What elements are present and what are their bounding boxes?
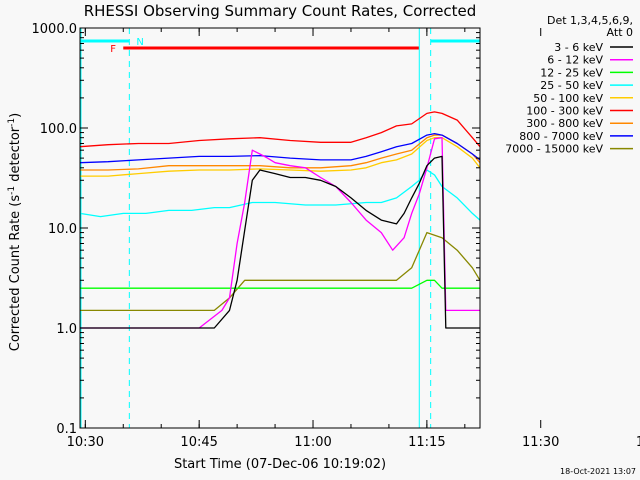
x-tick-label-2: 11:00 (294, 435, 331, 450)
x-tick-label-4: 11:30 (522, 435, 559, 450)
y-label-part-3: ) (8, 113, 23, 118)
y-tick-label-3: 100.0 (40, 122, 77, 137)
y-label-sup-2: -1 (7, 118, 17, 127)
y-axis: 0.1 1.0 10.0 100.0 1000.0 (32, 22, 480, 437)
flare-label: F (110, 44, 116, 55)
x-tick-label-3: 11:15 (408, 435, 445, 450)
legend-label-5: 100 - 300 keV (526, 105, 603, 118)
y-label-part-1: Corrected Count Rate (s (8, 195, 23, 352)
legend-label-0: 3 - 6 keV (554, 41, 603, 54)
y-tick-label-0: 0.1 (56, 422, 77, 437)
y-axis-label: Corrected Count Rate (s-1 detector-1) (7, 113, 23, 351)
legend-label-4: 50 - 100 keV (533, 92, 603, 105)
legend-label-1: 6 - 12 keV (547, 54, 603, 67)
x-tick-label-5: 11:45 (636, 435, 640, 450)
y-label-part-2: detector (8, 126, 23, 186)
series-line-3 (79, 169, 481, 221)
legend-label-8: 7000 - 15000 keV (505, 143, 603, 156)
legend-label-2: 12 - 25 keV (540, 66, 603, 79)
y-tick-label-2: 10.0 (48, 222, 77, 237)
x-tick-label-0: 10:30 (67, 435, 104, 450)
x-axis-label: Start Time (07-Dec-06 10:19:02) (174, 457, 386, 472)
x-axis: 10:30 10:45 11:00 11:15 11:30 11:45 (67, 28, 640, 450)
legend-label-7: 800 - 7000 keV (519, 130, 603, 143)
x-tick-label-1: 10:45 (180, 435, 217, 450)
series-line-7 (79, 132, 481, 164)
legend-label-6: 300 - 800 keV (526, 117, 603, 130)
y-tick-label-1: 1.0 (56, 322, 77, 337)
legend-header-line-2: Att 0 (607, 26, 633, 39)
night-label: N (136, 37, 143, 48)
series-line-2 (80, 279, 480, 289)
series-line-5 (79, 111, 481, 148)
series-line-0 (80, 155, 480, 329)
series-line-8 (80, 231, 481, 312)
legend-label-3: 25 - 50 keV (540, 79, 603, 92)
y-tick-label-4: 1000.0 (32, 22, 78, 37)
footer-date: 18-Oct-2021 13:07 (560, 467, 636, 476)
legend-header-line-1: Det 1,3,4,5,6,9, (547, 14, 633, 27)
chart-title: RHESSI Observing Summary Count Rates, Co… (84, 2, 477, 20)
series-line-1 (80, 137, 480, 329)
y-label-sup-1: -1 (7, 186, 17, 195)
